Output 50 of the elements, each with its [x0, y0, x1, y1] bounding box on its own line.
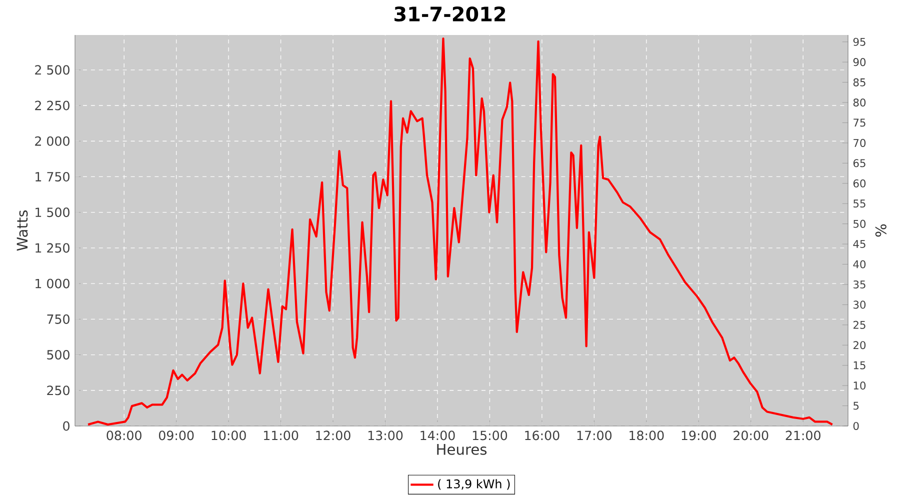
y2-tick-label: 70 — [854, 138, 866, 147]
x-tick-label: 12:00 — [316, 430, 350, 440]
y-tick-label: 500 — [47, 350, 70, 360]
y2-tick-label: 10 — [854, 382, 866, 390]
x-tick-label: 09:00 — [158, 430, 194, 440]
x-tick-label: 21:00 — [786, 430, 820, 440]
y2-tick-label: 20 — [853, 341, 866, 350]
chart-title: 31-7-2012 — [394, 6, 506, 22]
y2-tick-label: 25 — [853, 320, 866, 329]
y2-tick-label: 60 — [853, 179, 866, 188]
y-tick-label: 750 — [47, 314, 70, 324]
y2-axis-title: % — [875, 224, 886, 237]
x-tick-label: 08:00 — [106, 430, 142, 440]
x-tick-label: 16:00 — [525, 430, 560, 440]
y-tick-label: 2 500 — [35, 65, 70, 75]
y-tick-label: 0 — [63, 421, 70, 431]
y-tick-label: 1 500 — [36, 208, 70, 218]
y-axis-title: Watts — [16, 210, 28, 251]
y-tick-label: 1 000 — [36, 278, 70, 288]
y2-tick-label: 15 — [854, 361, 866, 370]
y-tick-label: 1 250 — [36, 243, 70, 253]
y2-tick-label: 45 — [853, 240, 866, 248]
x-tick-label: 13:00 — [368, 430, 403, 440]
y2-tick-label: 35 — [854, 280, 866, 288]
y2-tick-label: 80 — [853, 98, 866, 107]
y2-tick-label: 0 — [853, 422, 859, 430]
x-tick-label: 18:00 — [630, 430, 664, 440]
y2-tick-label: 5 — [854, 402, 859, 410]
y2-tick-label: 55 — [854, 200, 866, 208]
legend-label: ( 13,9 kWh ) — [438, 479, 510, 490]
x-tick-label: 11:00 — [264, 430, 298, 440]
y2-tick-label: 50 — [854, 220, 866, 228]
x-tick-label: 20:00 — [734, 430, 768, 440]
x-tick-label: 14:00 — [420, 430, 455, 440]
y2-tick-label: 90 — [853, 58, 866, 66]
y-tick-label: 2 250 — [35, 100, 70, 110]
y2-tick-label: 40 — [853, 260, 866, 268]
y2-tick-label: 30 — [854, 300, 866, 309]
y-tick-label: 2 000 — [35, 136, 70, 146]
y2-tick-label: 75 — [854, 118, 866, 127]
x-tick-label: 10:00 — [212, 430, 246, 440]
y-tick-label: 1 750 — [36, 172, 70, 182]
x-tick-label: 19:00 — [682, 430, 716, 440]
x-axis-title: Heures — [437, 444, 487, 455]
y-tick-label: 250 — [47, 386, 70, 396]
y2-tick-label: 85 — [853, 78, 866, 86]
x-tick-label: 17:00 — [577, 430, 612, 440]
y2-tick-label: 95 — [853, 38, 866, 46]
y2-tick-label: 65 — [853, 159, 866, 168]
x-tick-label: 15:00 — [472, 430, 508, 440]
